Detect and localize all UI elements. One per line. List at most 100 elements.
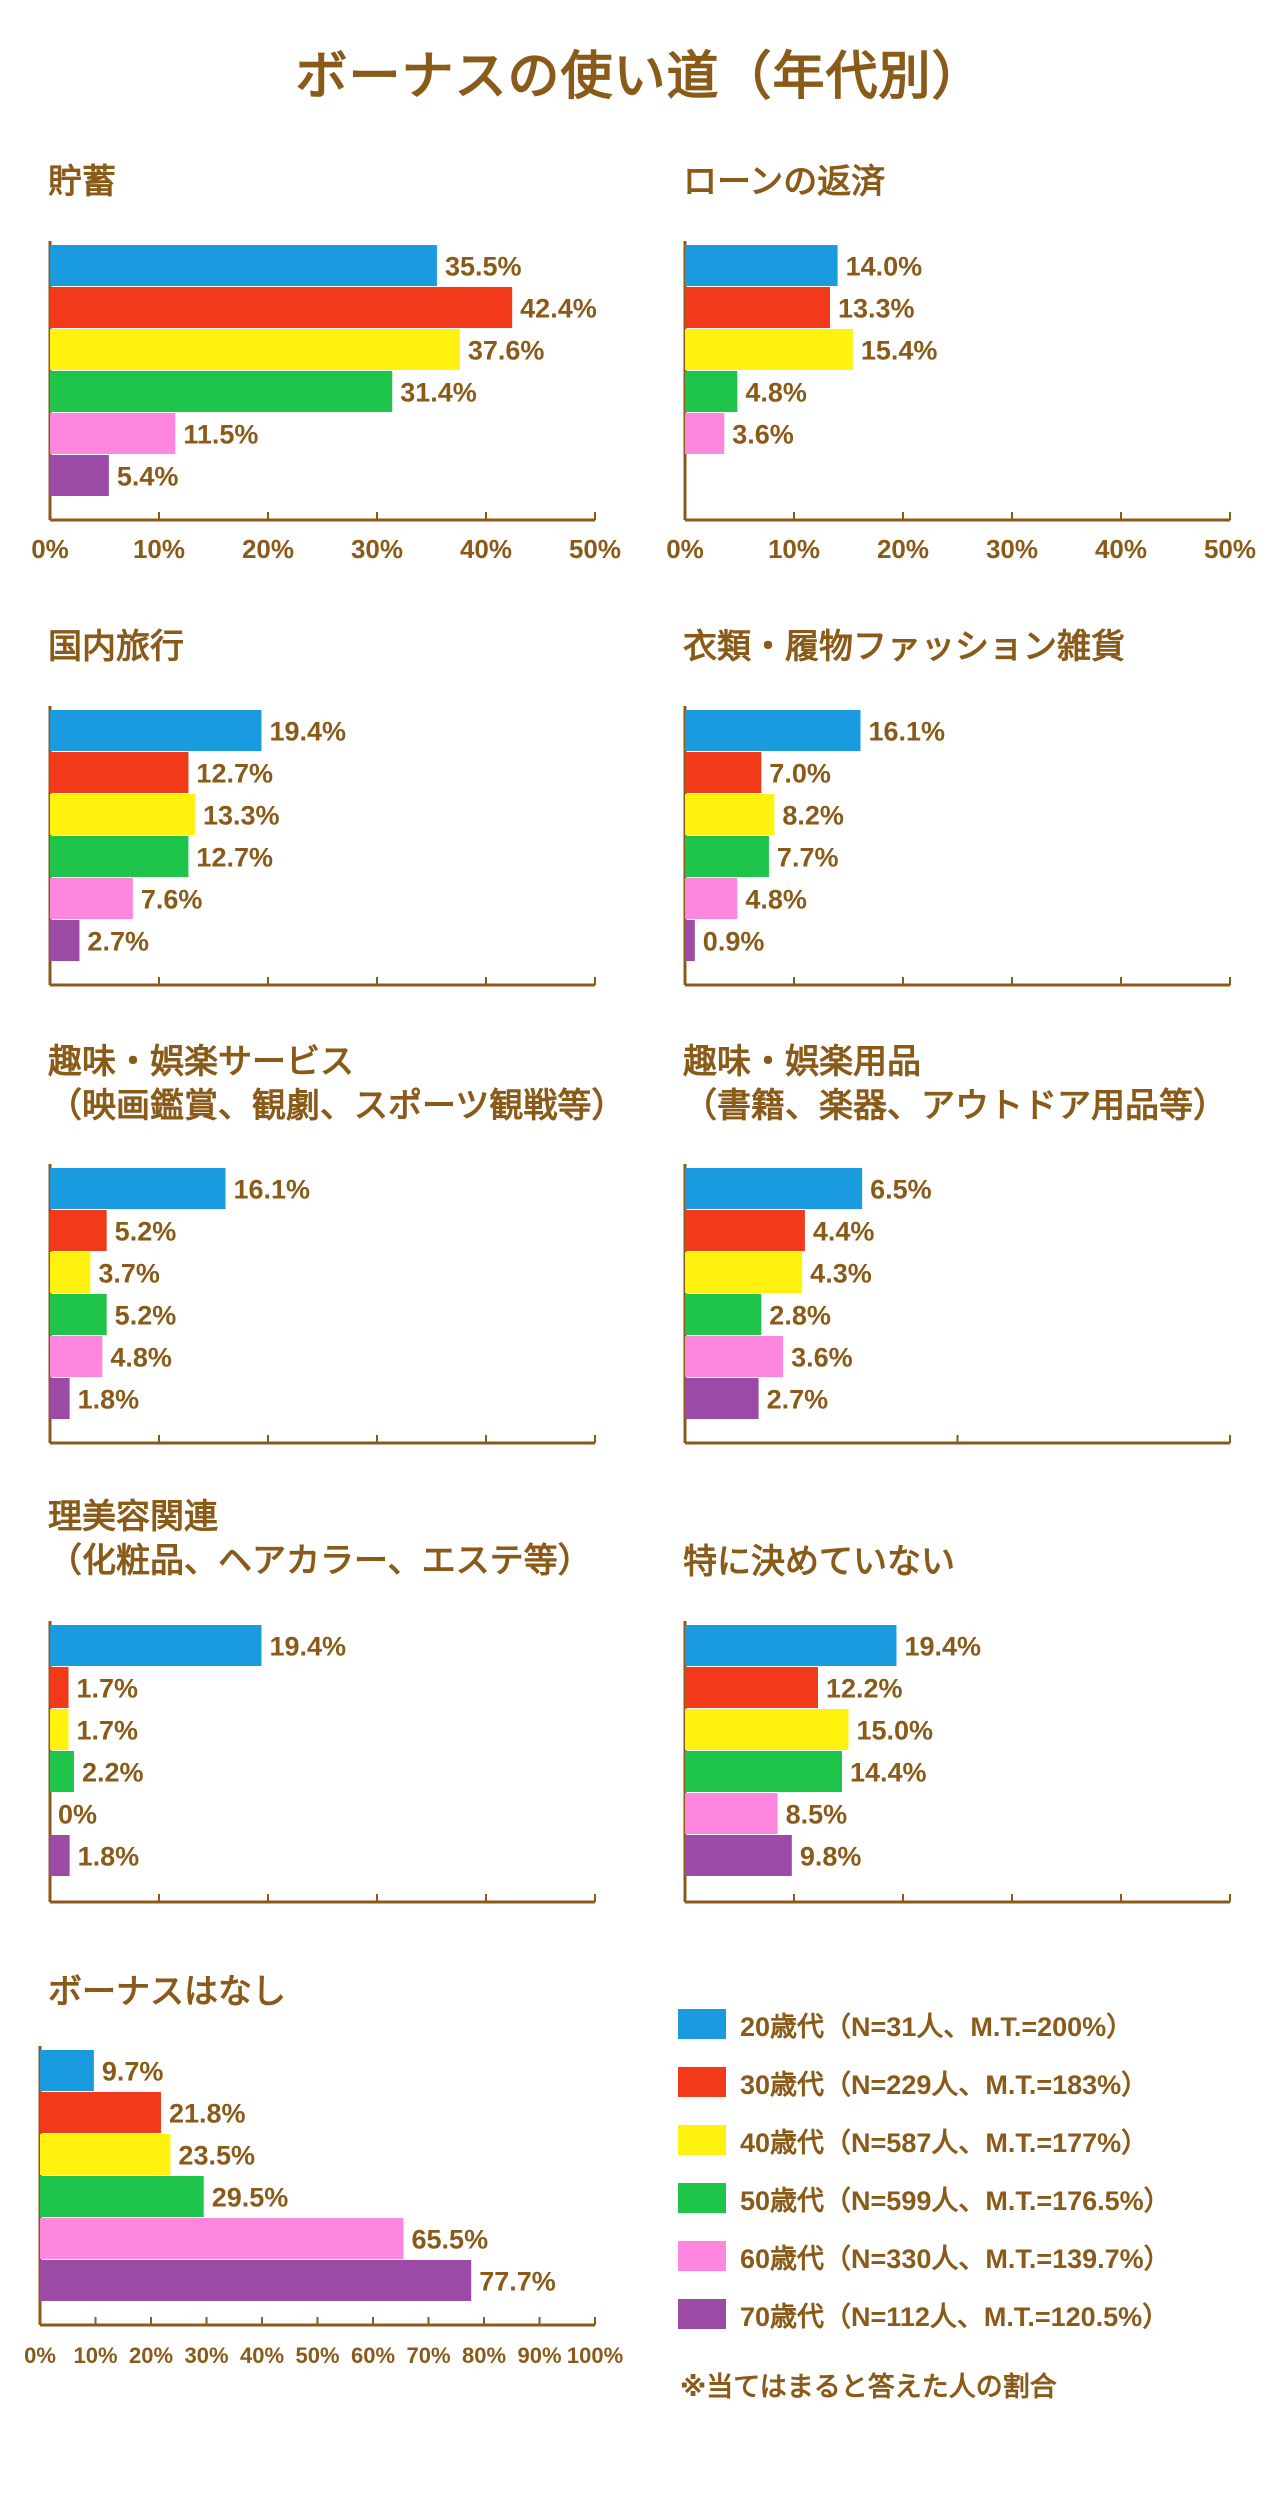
x-tick-label: 40% xyxy=(460,534,512,564)
value-label: 2.8% xyxy=(769,1301,831,1331)
chart-plot: 19.4% 1.7% 1.7% 2.2% 0% 1.8% xyxy=(48,1621,596,1904)
legend-label: 20歳代（N=31人、M.T.=200%） xyxy=(740,2011,1134,2042)
x-tick-label: 100% xyxy=(567,2343,623,2368)
value-label: 11.5% xyxy=(183,420,258,450)
bar-20歳代 xyxy=(50,245,437,286)
chart-title: 理美容関連 xyxy=(48,1497,218,1537)
value-label: 1.7% xyxy=(77,1674,139,1704)
chart-plot: 6.5% 4.4% 4.3% 2.8% 3.6% 2.7% xyxy=(683,1164,1231,1445)
bar-40歳代 xyxy=(685,1709,849,1750)
value-label: 29.5% xyxy=(212,2183,289,2213)
value-label: 8.2% xyxy=(782,801,844,831)
legend-swatch xyxy=(678,2067,726,2097)
bar-40歳代 xyxy=(50,794,195,835)
bar-40歳代 xyxy=(685,329,853,370)
value-label: 15.0% xyxy=(857,1716,934,1746)
value-label: 21.8% xyxy=(169,2099,246,2129)
chart-title: ボーナスはなし xyxy=(48,1972,286,2012)
value-label: 7.6% xyxy=(141,885,203,915)
value-label: 6.5% xyxy=(870,1175,932,1205)
chart-title: （化粧品、ヘアカラー、エステ等） xyxy=(48,1541,592,1581)
legend-label: 30歳代（N=229人、M.T.=183%） xyxy=(740,2069,1149,2100)
x-tick-label: 90% xyxy=(517,2343,561,2368)
value-label: 13.3% xyxy=(838,294,915,324)
bar-20歳代 xyxy=(50,1168,226,1209)
legend-item-40s: 40歳代（N=587人、M.T.=177%） xyxy=(678,2121,1238,2159)
value-label: 1.7% xyxy=(77,1716,139,1746)
value-label: 31.4% xyxy=(400,378,477,408)
value-label: 7.0% xyxy=(769,759,831,789)
value-label: 8.5% xyxy=(786,1800,848,1830)
value-label: 2.7% xyxy=(87,927,149,957)
value-label: 4.8% xyxy=(110,1343,172,1373)
value-label: 9.7% xyxy=(102,2057,164,2087)
bar-30歳代 xyxy=(685,287,830,328)
bar-30歳代 xyxy=(685,1210,805,1251)
bar-50歳代 xyxy=(50,1294,107,1335)
value-label: 9.8% xyxy=(800,1842,862,1872)
value-label: 65.5% xyxy=(412,2225,489,2255)
value-label: 7.7% xyxy=(777,843,839,873)
x-tick-label: 50% xyxy=(1204,534,1256,564)
bar-60歳代 xyxy=(685,878,738,919)
x-tick-label: 50% xyxy=(295,2343,339,2368)
bar-70歳代 xyxy=(50,1378,70,1419)
bar-70歳代 xyxy=(50,1835,70,1876)
bar-70歳代 xyxy=(50,920,80,961)
value-label: 37.6% xyxy=(468,336,545,366)
value-label: 15.4% xyxy=(861,336,938,366)
bar-30歳代 xyxy=(685,752,762,793)
value-label: 42.4% xyxy=(520,294,597,324)
chart-plot: 19.4%12.2% 15.0% 14.4%8.5% 9.8% xyxy=(683,1621,1231,1904)
legend-label: 50歳代（N=599人、M.T.=176.5%） xyxy=(740,2185,1171,2216)
bar-40歳代 xyxy=(50,1252,91,1293)
value-label: 3.6% xyxy=(732,420,794,450)
bar-50歳代 xyxy=(685,1751,842,1792)
value-label: 0% xyxy=(58,1800,97,1830)
x-tick-label: 80% xyxy=(462,2343,506,2368)
bar-70歳代 xyxy=(40,2260,472,2301)
x-tick-label: 30% xyxy=(184,2343,228,2368)
value-label: 1.8% xyxy=(78,1842,140,1872)
bar-50歳代 xyxy=(50,371,393,412)
bar-20歳代 xyxy=(685,245,838,286)
bar-70歳代 xyxy=(685,1835,792,1876)
x-tick-label: 20% xyxy=(129,2343,173,2368)
legend-swatch xyxy=(678,2009,726,2039)
bar-50歳代 xyxy=(685,1294,762,1335)
chart-title: ローンの返済 xyxy=(683,162,886,202)
bar-40歳代 xyxy=(40,2134,171,2175)
bar-50歳代 xyxy=(50,836,189,877)
bar-60歳代 xyxy=(685,1793,778,1834)
bar-20歳代 xyxy=(685,1168,863,1209)
footnote: ※当てはまると答えた人の割合 xyxy=(680,2372,1057,2403)
bar-20歳代 xyxy=(50,710,262,751)
value-label: 14.4% xyxy=(850,1758,927,1788)
bar-40歳代 xyxy=(50,1709,69,1750)
x-tick-label: 10% xyxy=(133,534,185,564)
legend-label: 70歳代（N=112人、M.T.=120.5%） xyxy=(740,2301,1170,2332)
bar-60歳代 xyxy=(50,1336,103,1377)
value-label: 19.4% xyxy=(269,1632,346,1662)
value-label: 4.8% xyxy=(745,378,807,408)
value-label: 5.4% xyxy=(117,462,179,492)
value-label: 5.2% xyxy=(115,1217,177,1247)
bar-20歳代 xyxy=(40,2050,94,2091)
bar-40歳代 xyxy=(685,794,775,835)
bar-30歳代 xyxy=(50,1667,69,1708)
x-tick-label: 40% xyxy=(240,2343,284,2368)
legend-swatch xyxy=(678,2299,726,2329)
bar-20歳代 xyxy=(685,1625,897,1666)
bar-30歳代 xyxy=(50,287,513,328)
value-label: 13.3% xyxy=(203,801,280,831)
chart-plot: 9.7%21.8% 23.5% 29.5% 65.5% 77.7% 0% 10% 20% 30%… xyxy=(24,2046,623,2368)
chart-title: 国内旅行 xyxy=(48,627,184,667)
chart-title: 特に決めていない xyxy=(683,1542,955,1582)
legend-item-20s: 20歳代（N=31人、M.T.=200%） xyxy=(678,2005,1238,2043)
value-label: 35.5% xyxy=(445,252,522,282)
legend: 20歳代（N=31人、M.T.=200%） 30歳代（N=229人、M.T.=1… xyxy=(678,2005,1238,2353)
bar-30歳代 xyxy=(50,1210,107,1251)
bar-60歳代 xyxy=(50,878,133,919)
bar-70歳代 xyxy=(685,920,695,961)
bar-50歳代 xyxy=(40,2176,204,2217)
